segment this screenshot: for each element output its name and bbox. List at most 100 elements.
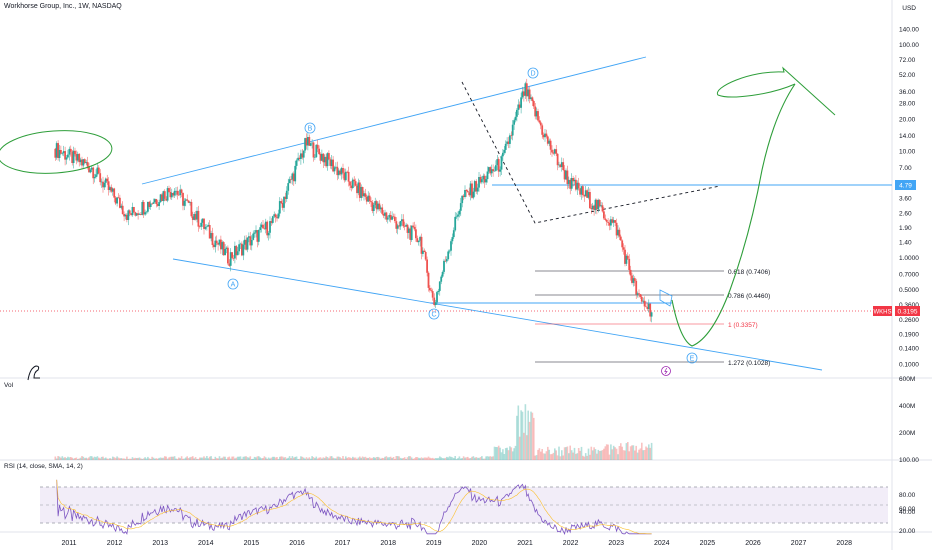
volume-bar bbox=[510, 447, 513, 460]
candle-body bbox=[288, 179, 291, 184]
volume-bar bbox=[468, 458, 470, 460]
candle-body bbox=[321, 153, 323, 161]
volume-bar bbox=[156, 458, 159, 460]
volume-bar bbox=[415, 457, 417, 460]
candle-body bbox=[451, 237, 454, 242]
projection-path[interactable] bbox=[671, 83, 796, 347]
volume-bar bbox=[79, 457, 82, 460]
candle-body bbox=[610, 219, 612, 226]
volume-bar bbox=[178, 457, 180, 460]
candle-body bbox=[527, 89, 530, 97]
symbol-price-badge: WKHS 0.3195 bbox=[873, 306, 920, 316]
candle-body bbox=[58, 150, 61, 158]
volume-bar bbox=[439, 456, 441, 460]
candle-body bbox=[239, 243, 242, 245]
volume-bar bbox=[398, 456, 400, 460]
candle-body bbox=[458, 210, 461, 215]
volume-bar bbox=[366, 457, 368, 460]
candle-body bbox=[361, 187, 364, 197]
volume-bar bbox=[378, 457, 381, 460]
projection-target-ellipse[interactable] bbox=[716, 66, 836, 116]
candle-body bbox=[569, 179, 572, 189]
small-wedge[interactable] bbox=[659, 289, 673, 307]
candle-body bbox=[103, 182, 106, 188]
candle-body bbox=[277, 213, 280, 219]
volume-bar bbox=[64, 457, 66, 460]
volume-bar bbox=[207, 458, 210, 460]
candle-body bbox=[615, 222, 618, 236]
volume-bar bbox=[301, 456, 304, 460]
candle-body bbox=[298, 157, 301, 159]
candle-body bbox=[335, 166, 337, 168]
candle-body bbox=[523, 91, 525, 96]
candle-body bbox=[243, 239, 246, 245]
candle-body bbox=[601, 205, 604, 212]
price-tick: 0.7000 bbox=[899, 271, 919, 278]
candle-body bbox=[438, 281, 441, 291]
candle-body bbox=[245, 239, 247, 250]
candle-body bbox=[90, 167, 93, 170]
candle-body bbox=[542, 134, 545, 138]
candle-body bbox=[410, 225, 413, 240]
time-tick: 2015 bbox=[244, 540, 260, 547]
volume-bar bbox=[488, 456, 490, 460]
event-marker-icon[interactable] bbox=[661, 366, 671, 376]
volume-bar bbox=[601, 450, 604, 460]
candle-body bbox=[413, 226, 416, 230]
volume-bar bbox=[251, 459, 253, 460]
volume-bar bbox=[422, 458, 424, 460]
candle-body bbox=[113, 188, 116, 198]
candle-body bbox=[294, 165, 297, 182]
wave-label-b[interactable]: B bbox=[304, 122, 316, 134]
volume-bar bbox=[528, 421, 531, 460]
volume-bar bbox=[171, 456, 173, 460]
volume-bar bbox=[570, 450, 573, 460]
candle-body bbox=[151, 203, 153, 205]
channel-lower-line[interactable] bbox=[172, 258, 823, 371]
wave-label-c[interactable]: C bbox=[428, 308, 440, 320]
volume-bar bbox=[180, 456, 183, 460]
wave-label-e[interactable]: E bbox=[686, 352, 698, 364]
volume-bar bbox=[576, 453, 579, 460]
candle-body bbox=[260, 224, 263, 228]
candle-body bbox=[607, 221, 609, 223]
volume-bar bbox=[416, 457, 419, 460]
candle-body bbox=[280, 201, 283, 203]
candle-body bbox=[645, 306, 647, 308]
candle-body bbox=[262, 224, 264, 229]
highlight-ellipse[interactable] bbox=[0, 127, 113, 177]
volume-bar bbox=[286, 458, 288, 460]
candle-body bbox=[85, 162, 88, 163]
rsi-tick-40: 40.00 bbox=[899, 509, 916, 516]
dashed-wedge[interactable] bbox=[461, 81, 721, 224]
candle-body bbox=[496, 159, 499, 166]
candle-body bbox=[559, 164, 562, 167]
wave-label-d[interactable]: D bbox=[527, 67, 539, 79]
volume-bar bbox=[548, 449, 550, 460]
time-tick: 2027 bbox=[791, 540, 807, 547]
svg-text:B: B bbox=[308, 126, 313, 133]
candle-body bbox=[326, 153, 329, 167]
candle-body bbox=[273, 214, 276, 217]
candle-body bbox=[215, 240, 218, 244]
candle-body bbox=[274, 214, 277, 218]
channel-upper-line[interactable] bbox=[141, 56, 647, 185]
volume-bar bbox=[597, 449, 600, 460]
volume-bar bbox=[337, 456, 340, 460]
candle-body bbox=[104, 178, 107, 183]
volume-bar bbox=[389, 456, 392, 460]
time-tick: 2012 bbox=[107, 540, 123, 547]
wave-label-a[interactable]: A bbox=[227, 278, 239, 290]
time-axis[interactable]: 2011 2012 2013 2014 2015 2016 2017 2018 2019 2020… bbox=[61, 540, 852, 547]
candle-body bbox=[482, 175, 485, 180]
price-axis[interactable]: 140.00 100.00 72.00 52.00 36.00 28.00 20.00 14.… bbox=[899, 26, 919, 368]
volume-bar bbox=[490, 456, 493, 460]
candle-body bbox=[503, 149, 506, 153]
price-tick: 0.2600 bbox=[899, 317, 919, 324]
volume-bar bbox=[524, 404, 527, 460]
volume-bar bbox=[636, 452, 639, 460]
volume-bar bbox=[615, 448, 618, 460]
volume-bar bbox=[214, 456, 217, 460]
candle-body bbox=[632, 278, 635, 283]
